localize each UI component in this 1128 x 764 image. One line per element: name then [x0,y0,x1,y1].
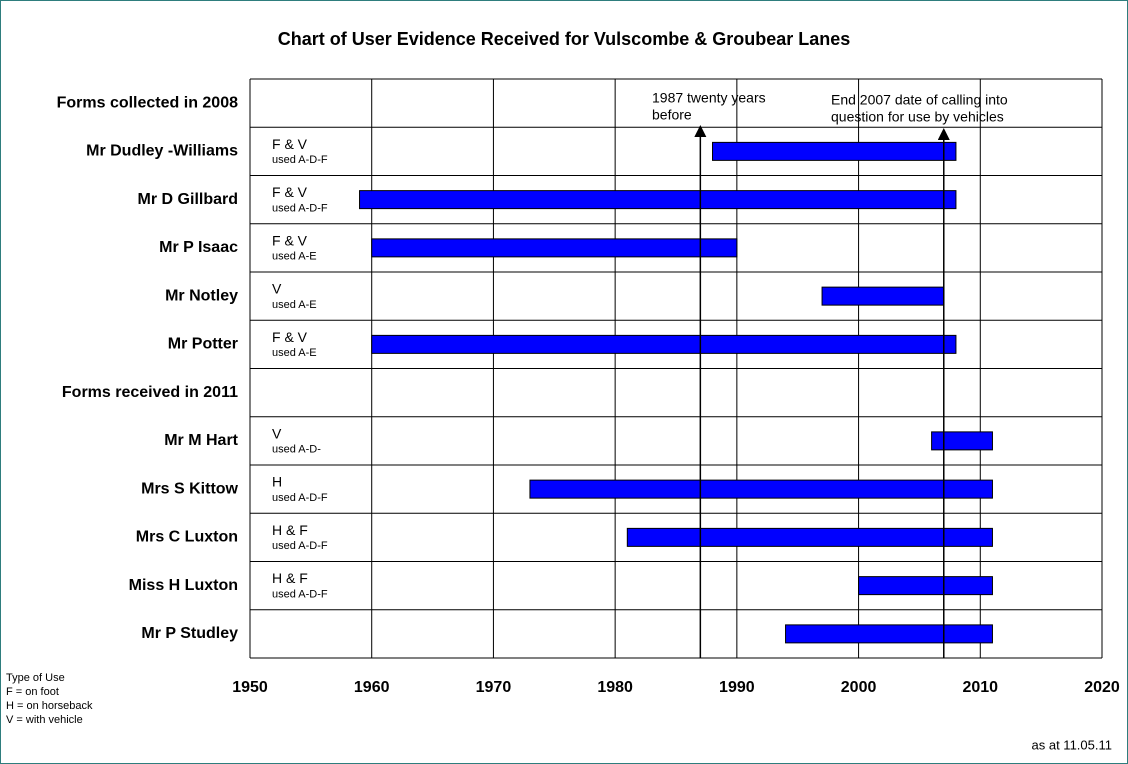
route-label: used A-E [272,347,317,359]
legend-text: Type of Use [6,672,65,684]
bar [712,141,957,161]
category-label: Miss H Luxton [129,577,238,594]
legend-text: H = on horseback [6,700,93,712]
legend-text: F = on foot [6,686,59,698]
chart-title: Chart of User Evidence Received for Vuls… [278,29,851,49]
bar [785,624,993,644]
category-label: Mr Potter [168,336,238,353]
x-tick-label: 1990 [719,679,755,696]
x-tick-label: 1950 [232,679,268,696]
x-tick-label: 1980 [597,679,633,696]
category-label: Mr D Gillbard [138,191,238,208]
bar [371,238,738,258]
bar [821,286,945,306]
use-label: V [272,425,282,441]
reference-label: 1987 twenty years [652,90,766,106]
bar [626,527,993,547]
route-label: used A-D-F [272,154,328,166]
x-tick-label: 2010 [962,679,998,696]
use-label: V [272,281,282,297]
reference-label: before [652,107,692,123]
reference-label: End 2007 date of calling into [831,92,1008,108]
route-label: used A-D-F [272,202,328,214]
bar [858,576,993,596]
category-label: Mrs S Kittow [141,480,238,497]
use-label: F & V [272,184,308,200]
legend-text: V = with vehicle [6,714,83,726]
route-label: used A-E [272,251,317,263]
x-tick-label: 1960 [354,679,390,696]
bar [371,334,957,354]
use-label: H & F [272,522,308,538]
route-label: used A-D-F [272,492,328,504]
category-label: Mr M Hart [164,432,238,449]
use-label: F & V [272,329,308,345]
category-label: Mr P Isaac [159,239,238,256]
footnote: as at 11.05.11 [1032,737,1112,752]
bar [359,190,957,210]
category-label: Forms collected in 2008 [57,94,239,111]
x-tick-label: 1970 [476,679,512,696]
route-label: used A-E [272,299,317,311]
x-tick-label: 2020 [1084,679,1120,696]
route-label: used A-D-F [272,588,328,600]
category-label: Mr Dudley -Williams [86,143,238,160]
bar [529,479,993,499]
use-label: H [272,474,282,490]
use-label: H & F [272,570,308,586]
bar [931,431,993,451]
route-label: used A-D- [272,444,321,456]
use-label: F & V [272,232,308,248]
category-label: Forms received in 2011 [62,384,238,401]
reference-label: question for use by vehicles [831,109,1004,125]
category-label: Mrs C Luxton [136,529,238,546]
category-label: Mr P Studley [141,625,238,642]
x-tick-label: 2000 [841,679,877,696]
use-label: F & V [272,136,308,152]
category-label: Mr Notley [165,287,238,304]
route-label: used A-D-F [272,540,328,552]
